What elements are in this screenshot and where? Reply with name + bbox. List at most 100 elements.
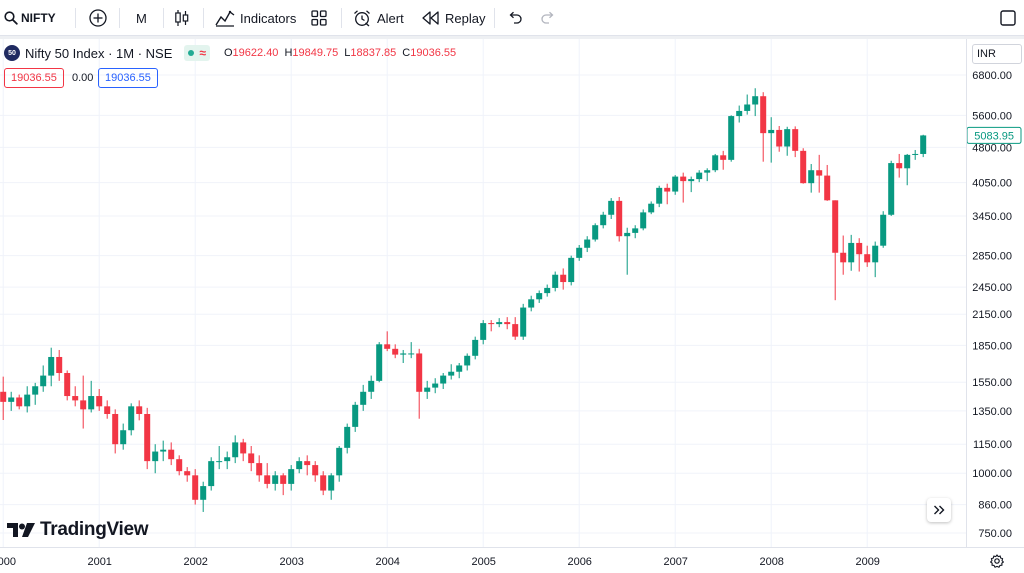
chart-settings-button[interactable]	[989, 553, 1005, 569]
templates-button[interactable]	[310, 0, 328, 36]
candle-up	[32, 382, 39, 405]
candle-down	[840, 235, 847, 275]
candle-body	[640, 212, 647, 229]
candle-down	[856, 238, 863, 272]
candle-up	[440, 373, 447, 390]
buy-price-button[interactable]: 19036.55	[98, 68, 158, 88]
candle-up	[784, 126, 791, 156]
symbol-search-button[interactable]: NIFTY	[4, 0, 56, 36]
candle-up	[464, 353, 471, 371]
candle-up	[48, 347, 55, 387]
redo-button[interactable]	[540, 0, 556, 36]
price-tick-label: 1850.00	[972, 340, 1012, 352]
candle-body	[872, 245, 879, 263]
candle-body	[472, 339, 479, 356]
candle-body	[16, 397, 23, 407]
candle-body	[504, 322, 511, 325]
replay-label: Replay	[445, 10, 486, 26]
candle-up	[544, 284, 551, 297]
candle-body	[576, 247, 583, 258]
candle-down	[616, 196, 623, 242]
time-axis[interactable]: 2000 2001 2002 2003 2004 2005 2006 2007 2008 2009	[0, 556, 880, 568]
price-tick-label: 1000.00	[972, 468, 1012, 480]
candle-up	[528, 295, 535, 312]
candle-body	[152, 451, 159, 462]
sell-price-button[interactable]: 19036.55	[4, 68, 64, 88]
candle-body	[904, 154, 911, 169]
candle-body	[128, 406, 135, 431]
candle-body	[648, 203, 655, 213]
alert-label: Alert	[377, 10, 404, 26]
replay-button[interactable]: Replay	[422, 0, 485, 36]
time-axis-border	[0, 547, 1024, 548]
candle-body	[664, 187, 671, 192]
last-price-marker: 5083.95	[966, 126, 1022, 144]
price-tick-label: 2150.00	[972, 309, 1012, 321]
candle-body	[744, 104, 751, 111]
open-label: O	[223, 47, 233, 59]
search-icon	[4, 11, 18, 25]
candle-body	[800, 150, 807, 184]
top-toolbar: NIFTY M Indicators Alert Replay	[0, 0, 1024, 36]
candle-down	[680, 172, 687, 203]
scroll-to-realtime-button[interactable]	[927, 498, 951, 522]
tradingview-logo-icon	[7, 523, 35, 537]
candle-body	[832, 200, 839, 253]
candle-body	[592, 225, 599, 240]
candle-down	[176, 455, 183, 476]
candle-body	[296, 461, 303, 470]
chart-type-button[interactable]	[174, 0, 190, 36]
candle-body	[528, 299, 535, 308]
grid-layout-icon	[311, 10, 327, 26]
price-tick-label: 5600.00	[972, 110, 1012, 122]
candle-body	[704, 170, 711, 173]
fullscreen-button[interactable]	[999, 0, 1017, 36]
toolbar-divider	[341, 8, 342, 28]
candle-body	[632, 228, 639, 233]
candle-body	[320, 475, 327, 491]
compare-symbol-button[interactable]	[88, 0, 108, 36]
candle-up	[376, 342, 383, 383]
candle-body	[536, 293, 543, 300]
candle-up	[88, 380, 95, 413]
candle-down	[80, 375, 87, 429]
brand-name: TradingView	[40, 519, 149, 540]
price-tick-label: 1550.00	[972, 377, 1012, 389]
candle-down	[96, 389, 103, 411]
candle-down	[312, 461, 319, 482]
high-label: H	[284, 47, 293, 59]
candle-down	[800, 148, 807, 184]
undo-icon	[509, 11, 522, 24]
candle-body	[88, 396, 95, 410]
market-status-badge[interactable]: ≈	[184, 45, 210, 61]
candle-up	[880, 211, 887, 248]
candle-body	[856, 242, 863, 255]
indicators-button[interactable]: Indicators	[215, 0, 296, 36]
candle-body	[720, 155, 727, 160]
alert-button[interactable]: Alert	[352, 0, 404, 36]
candle-up	[600, 211, 607, 229]
currency-selector[interactable]: INR	[972, 44, 1022, 64]
candle-body	[208, 461, 215, 487]
candle-up	[536, 290, 543, 303]
undo-button[interactable]	[507, 0, 523, 36]
candle-up	[672, 175, 679, 195]
candle-body	[712, 155, 719, 171]
candle-up	[480, 320, 487, 345]
series-title[interactable]: Nifty 50 Index · 1M · NSE	[25, 45, 173, 61]
candle-up	[472, 336, 479, 360]
interval-button[interactable]: M	[136, 0, 147, 36]
candle-body	[656, 187, 663, 204]
candle-up	[608, 198, 615, 219]
tradingview-logo[interactable]: TradingView	[6, 518, 149, 542]
candle-body	[24, 394, 31, 407]
price-tick-label: 750.00	[978, 528, 1012, 540]
candle-body	[72, 396, 79, 401]
candle-body	[392, 348, 399, 355]
candle-down	[320, 471, 327, 496]
candle-body	[144, 413, 151, 462]
candle-body	[192, 475, 199, 500]
candle-down	[824, 164, 831, 201]
price-axis[interactable]: 750.00 860.00 1000.00 1150.00 1350.00 1550.00…	[972, 70, 1012, 540]
